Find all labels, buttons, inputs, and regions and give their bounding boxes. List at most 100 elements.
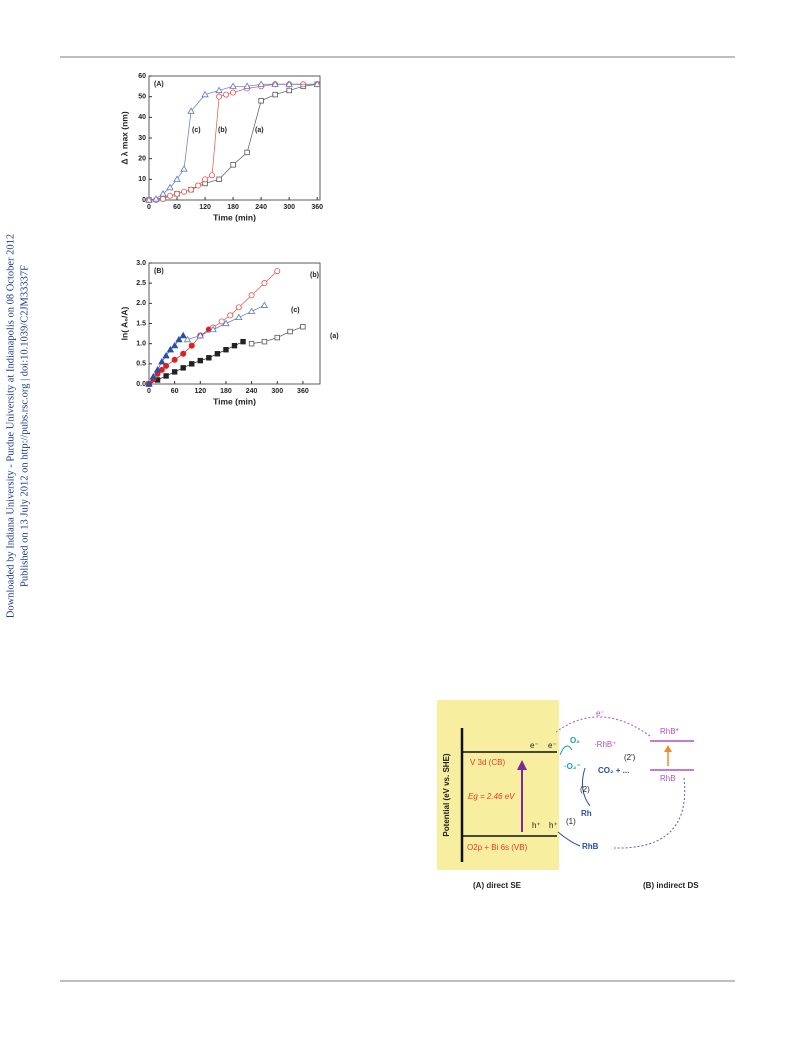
point <box>230 162 236 168</box>
point <box>167 192 174 199</box>
download-note: Downloaded by Indiana University - Purdu… <box>5 234 16 618</box>
point <box>260 301 269 308</box>
point <box>261 338 268 345</box>
point <box>189 361 195 367</box>
step-label: (2) <box>580 785 590 794</box>
point <box>153 366 162 373</box>
y-tick-label: 2.0 <box>136 300 146 307</box>
point <box>166 183 174 191</box>
point <box>152 195 160 202</box>
hole: h⁺ <box>549 821 558 830</box>
point <box>162 351 170 359</box>
y-tick-label: 2.5 <box>136 280 146 287</box>
point <box>209 325 217 333</box>
series-line <box>148 329 210 385</box>
superoxide: ·O₂⁻ <box>564 762 581 771</box>
x-tick-label: 240 <box>255 204 267 211</box>
y-tick-label: 40 <box>138 114 146 121</box>
point <box>258 98 264 104</box>
oxygen: O₂ <box>570 736 580 745</box>
y-tick-label: 10 <box>138 176 146 183</box>
point <box>272 91 278 98</box>
point <box>171 369 178 375</box>
point <box>222 319 230 327</box>
y-tick-label: 30 <box>138 135 146 142</box>
point <box>170 341 179 349</box>
point <box>214 351 221 357</box>
point <box>230 89 237 96</box>
series-label: (a) <box>255 127 264 134</box>
plot-frame <box>148 262 321 385</box>
point <box>244 149 250 156</box>
axis-label: Potential (eV vs. SHE) <box>442 753 451 836</box>
point <box>223 347 229 353</box>
point <box>274 334 280 341</box>
point <box>183 335 192 343</box>
x-tick-label: 360 <box>297 388 309 395</box>
rh-label: Rh <box>581 809 592 818</box>
point <box>231 342 238 349</box>
point <box>163 373 169 379</box>
point <box>173 175 181 182</box>
point <box>160 195 167 202</box>
x-tick-label: 60 <box>171 388 179 395</box>
y-axis-label: Δ λ max (nm) <box>119 111 129 165</box>
point <box>261 280 268 287</box>
diagram: Potential (eV vs. SHE) V 3d (CB) O2p + B… <box>437 700 699 890</box>
publish-note: Published on 13 July 2012 on http://pubs… <box>19 265 30 587</box>
y-tick-label: 0.0 <box>136 381 146 388</box>
electron: e⁻ <box>596 709 605 718</box>
rhb-ground: RhB <box>660 774 676 783</box>
regeneration-path <box>613 777 686 849</box>
y-tick-label: 50 <box>138 94 146 101</box>
cb-label: V 3d (CB) <box>470 758 505 767</box>
point <box>158 358 166 365</box>
arrowhead <box>517 760 527 770</box>
point <box>271 80 279 87</box>
x-tick-label: 360 <box>311 204 323 211</box>
point <box>235 313 243 321</box>
point <box>171 356 178 363</box>
point <box>287 328 293 335</box>
point <box>216 93 223 100</box>
x-tick-label: 60 <box>173 204 181 211</box>
point <box>163 362 170 369</box>
chart: 0 60 120 180 240 300 360 0 10 20 30 40 50 60 Time (min… <box>119 73 323 222</box>
step-label: (2') <box>624 753 636 762</box>
point <box>145 380 153 387</box>
point <box>229 82 237 89</box>
series-label: (b) <box>310 272 319 279</box>
radical-attack <box>581 767 591 807</box>
point <box>180 350 187 357</box>
y-tick-label: 0 <box>142 197 146 204</box>
rhb-star: RhB* <box>660 727 679 736</box>
x-tick-label: 0 <box>147 388 151 395</box>
point <box>300 324 306 330</box>
series-label: (a) <box>330 333 339 340</box>
rhb-cation: ·RhB⁺ <box>594 740 616 749</box>
point <box>202 176 209 183</box>
point <box>285 80 293 87</box>
point <box>248 340 255 347</box>
point <box>201 90 209 98</box>
y-tick-label: 1.5 <box>136 320 146 327</box>
arrowhead <box>664 745 672 752</box>
point <box>218 318 225 325</box>
series-label: (b) <box>218 127 227 134</box>
caption: (A) direct SE <box>473 881 522 890</box>
hole-oxidation <box>557 831 581 847</box>
point <box>274 268 281 275</box>
point <box>206 355 212 361</box>
point <box>187 107 195 114</box>
x-tick-label: 120 <box>199 204 211 211</box>
electron-path <box>555 716 651 737</box>
y-tick-label: 20 <box>138 156 146 163</box>
point <box>227 312 234 319</box>
y-tick-label: 60 <box>138 73 146 80</box>
panel-label: (A) <box>154 81 164 88</box>
x-tick-label: 300 <box>271 388 283 395</box>
y-tick-label: 3.0 <box>136 260 146 267</box>
x-axis-label: Time (min) <box>213 212 256 222</box>
